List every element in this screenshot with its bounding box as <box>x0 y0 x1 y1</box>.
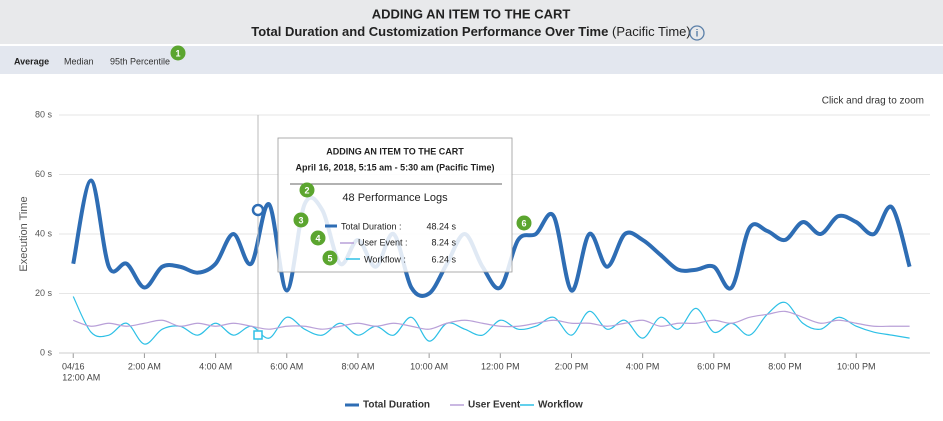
x-tick-label: 12:00 PM <box>481 361 520 371</box>
tab-bar <box>0 46 943 74</box>
badge-label: 4 <box>315 233 320 243</box>
y-tick-label: 0 s <box>40 347 53 357</box>
x-tick-label: 8:00 AM <box>341 361 374 371</box>
y-tick-label: 60 s <box>35 169 53 179</box>
hover-marker <box>253 330 263 340</box>
x-tick-label: 2:00 AM <box>128 361 161 371</box>
badge-label: 5 <box>327 253 332 263</box>
x-tick-label: 10:00 AM <box>410 361 448 371</box>
tab[interactable]: Median <box>64 56 94 66</box>
y-tick-label: 20 s <box>35 288 53 298</box>
subtitle: Total Duration and Customization Perform… <box>251 24 690 39</box>
title: ADDING AN ITEM TO THE CART <box>372 6 571 21</box>
tooltip-logs: 48 Performance Logs <box>342 192 448 204</box>
x-tick-label: 4:00 PM <box>626 361 660 371</box>
x-tick-label: 6:00 PM <box>697 361 731 371</box>
y-axis-label: Execution Time <box>18 196 30 271</box>
x-tick-label: 8:00 PM <box>768 361 802 371</box>
series-line <box>73 310 910 330</box>
info-icon[interactable] <box>689 25 705 41</box>
tooltip-title: ADDING AN ITEM TO THE CART <box>326 146 464 156</box>
x-tick-label: 2:00 PM <box>555 361 589 371</box>
badge-label: 2 <box>304 185 309 195</box>
badge <box>299 182 315 198</box>
badge <box>516 215 532 231</box>
tooltip-row-name: Workflow : <box>364 254 406 264</box>
tooltip-row-value: 8.24 s <box>431 237 456 247</box>
series-line <box>72 296 910 345</box>
badge-label: 6 <box>521 218 526 228</box>
header-bg <box>0 0 943 44</box>
x-tick-label: 10:00 PM <box>837 361 876 371</box>
badge <box>170 45 186 61</box>
tooltip-box <box>277 137 513 273</box>
zoom-hint: Click and drag to zoom <box>822 96 924 107</box>
tooltip-row-value: 48.24 s <box>426 221 456 231</box>
badges: 1 2 3 45 6 <box>170 45 532 266</box>
tab[interactable]: Average <box>14 56 49 66</box>
subtitle-main: Total Duration and Customization Perform… <box>251 24 608 39</box>
tooltip: ADDING AN ITEM TO THE CART April 16, 201… <box>277 137 513 273</box>
tooltip-row-value: 6.24 s <box>431 254 456 264</box>
hover-marker <box>251 203 265 217</box>
badge <box>293 212 309 228</box>
y-tick-label: 40 s <box>35 228 53 238</box>
legend-label: Workflow <box>538 400 583 411</box>
x-tick-label: 6:00 AM <box>270 361 303 371</box>
badge <box>322 250 338 266</box>
x-tick-label: 04/16 <box>62 361 85 371</box>
x-tick-label: 12:00 AM <box>62 372 100 382</box>
x-tick-label: 4:00 AM <box>199 361 232 371</box>
tooltip-row-name: User Event : <box>358 237 408 247</box>
legend: Total Duration User Event Workflow <box>345 400 583 411</box>
tab[interactable]: 95th Percentile <box>110 56 170 66</box>
subtitle-note: (Pacific Time) <box>612 24 691 39</box>
tooltip-date: April 16, 2018, 5:15 am - 5:30 am (Pacif… <box>296 162 495 172</box>
y-tick-label: 80 s <box>35 109 53 119</box>
badge-label: 3 <box>298 215 303 225</box>
badge-label: 1 <box>175 48 180 58</box>
svg-text:i: i <box>696 29 699 40</box>
legend-label: User Event <box>468 400 521 411</box>
tooltip-row-name: Total Duration : <box>341 221 402 231</box>
legend-label: Total Duration <box>363 400 430 411</box>
badge <box>310 230 326 246</box>
